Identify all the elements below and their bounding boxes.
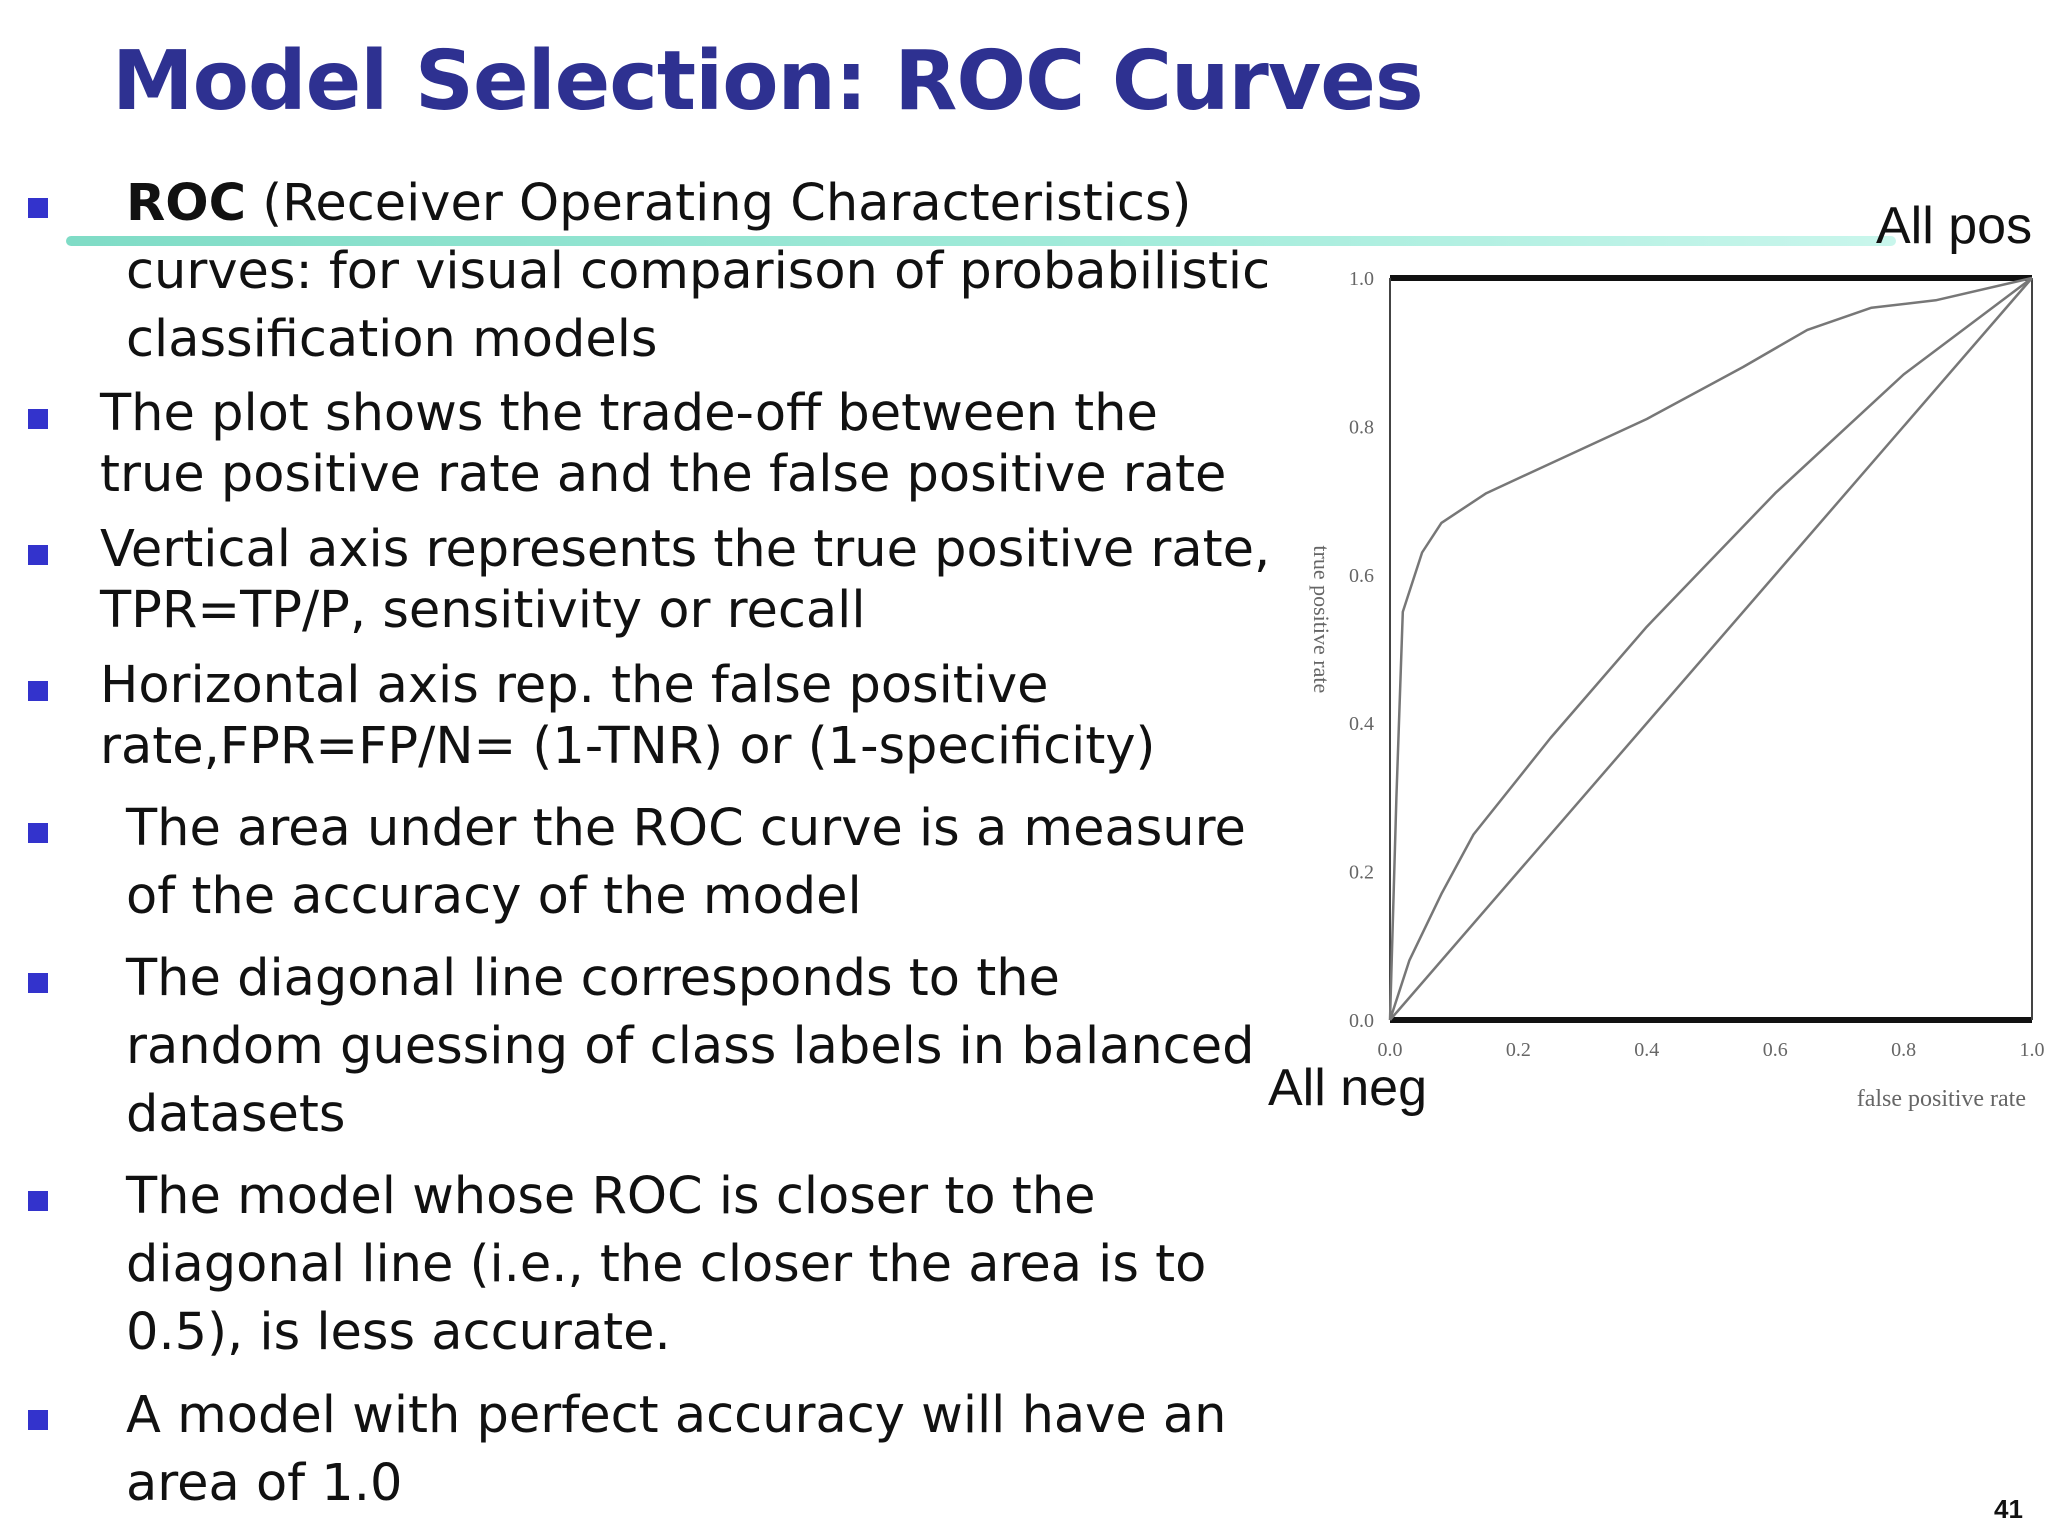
bullet-text: The plot shows the trade-off between the…	[100, 383, 1226, 505]
roc-series-2-line	[1388, 277, 2033, 1021]
bullet-square-icon	[28, 973, 48, 993]
bullet-text: The diagonal line corresponds to the rand…	[126, 945, 1254, 1149]
bullet-line: The diagonal line corresponds to the	[126, 949, 1060, 1008]
bullet-line: TPR=TP/P, sensitivity or recall	[100, 581, 866, 640]
bullet-square-icon	[28, 409, 48, 429]
x-tick-label: 1.0	[2020, 1039, 2045, 1061]
bullet-square-icon	[28, 681, 48, 701]
bullet-line: The plot shows the trade-off between the	[100, 384, 1158, 443]
bullet-line: Vertical axis represents the true positi…	[100, 520, 1271, 579]
bullet-diagonal-line: The diagonal line corresponds to the rand…	[0, 945, 1290, 1155]
bullet-line: diagonal line (i.e., the closer the area…	[126, 1235, 1207, 1294]
y-tick-label: 0.4	[1349, 713, 1374, 735]
bullet-line: datasets	[126, 1085, 346, 1144]
y-axis-label: true positive rate	[1309, 545, 1334, 693]
x-tick-label: 0.2	[1506, 1039, 1531, 1061]
bullet-perfect-accuracy: A model with perfect accuracy will have …	[0, 1382, 1290, 1522]
bullet-line: The model whose ROC is closer to the	[126, 1167, 1096, 1226]
bullet-line: area of 1.0	[126, 1454, 403, 1513]
bullet-line: (Receiver Operating Characteristics)	[246, 174, 1192, 233]
bullet-square-icon	[28, 198, 48, 218]
x-tick-label: 0.4	[1634, 1039, 1659, 1061]
bullet-lead: ROC	[126, 174, 247, 233]
x-axis-label: false positive rate	[1857, 1086, 2026, 1112]
bullet-line: true positive rate and the false positiv…	[100, 445, 1227, 504]
bullet-line: Horizontal axis rep. the false positive	[100, 656, 1049, 715]
y-tick-label: 0.6	[1349, 565, 1374, 587]
bullet-square-icon	[28, 1410, 48, 1430]
bullet-text: ROC (Receiver Operating Characteristics)…	[126, 170, 1270, 374]
bullet-text: A model with perfect accuracy will have …	[126, 1382, 1226, 1518]
bullet-tradeoff: The plot shows the trade-off between the…	[0, 383, 1290, 508]
y-tick-label: 1.0	[1349, 268, 1374, 290]
all-neg-label: All neg	[1268, 1059, 1427, 1117]
x-tick-label: 0.8	[1891, 1039, 1916, 1061]
bullet-square-icon	[28, 1191, 48, 1211]
bullet-vertical-axis: Vertical axis represents the true positi…	[0, 519, 1290, 644]
bullet-roc-definition: ROC (Receiver Operating Characteristics)…	[0, 170, 1290, 370]
bullet-text: The area under the ROC curve is a measur…	[126, 795, 1246, 931]
bullet-area-measure: The area under the ROC curve is a measur…	[0, 795, 1290, 935]
bullet-square-icon	[28, 545, 48, 565]
bullet-horizontal-axis: Horizontal axis rep. the false positive r…	[0, 655, 1290, 780]
bullet-line: random guessing of class labels in balan…	[126, 1017, 1255, 1076]
bullet-square-icon	[28, 823, 48, 843]
bullet-line: classification models	[126, 310, 658, 369]
x-tick-label: 0.6	[1763, 1039, 1788, 1061]
bullet-line: A model with perfect accuracy will have …	[126, 1386, 1227, 1445]
y-tick-label: 0.0	[1349, 1010, 1374, 1032]
roc-series-3-line	[1389, 277, 2033, 1021]
bullet-text: Vertical axis represents the true positi…	[100, 519, 1270, 641]
x-tick-label: 0.0	[1378, 1039, 1403, 1061]
bullet-line: curves: for visual comparison of probabi…	[126, 242, 1271, 301]
bullet-line: 0.5), is less accurate.	[126, 1303, 671, 1362]
page-number: 41	[1994, 1494, 2023, 1524]
all-pos-label: All pos	[1876, 197, 2033, 255]
bullet-text: The model whose ROC is closer to the diag…	[126, 1163, 1206, 1367]
slide-title: Model Selection: ROC Curves	[112, 34, 1424, 129]
y-tick-label: 0.8	[1349, 416, 1374, 438]
roc-series-1-line	[1388, 276, 2033, 1021]
title-underline	[66, 236, 1896, 246]
bullet-line: rate,FPR=FP/N= (1-TNR) or (1-specificity…	[100, 717, 1156, 776]
bullet-text: Horizontal axis rep. the false positive r…	[100, 655, 1155, 777]
bullet-line: The area under the ROC curve is a measur…	[126, 799, 1246, 858]
y-tick-label: 0.2	[1349, 862, 1374, 884]
roc-chart: 0.0 0.2 0.4 0.6 0.8 1.0 0.0 0.2 0.4 0.6 0.8 1.0 fals…	[1309, 268, 2045, 1112]
bullet-line: of the accuracy of the model	[126, 867, 862, 926]
bullet-closer-to-diagonal: The model whose ROC is closer to the diag…	[0, 1163, 1290, 1373]
